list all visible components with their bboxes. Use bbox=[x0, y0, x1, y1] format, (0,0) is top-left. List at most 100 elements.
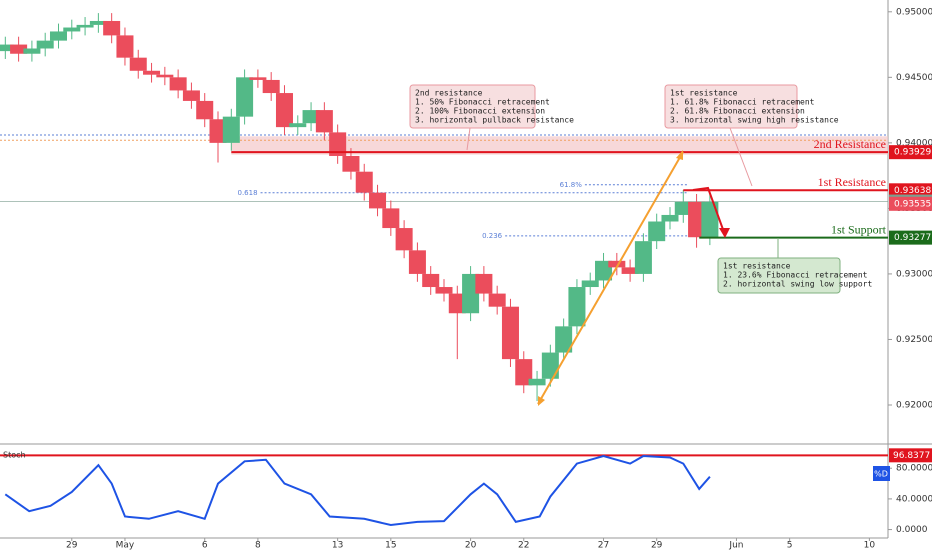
candle-body bbox=[621, 267, 639, 274]
candle-body bbox=[129, 57, 147, 71]
plot: 0.950000.945000.940000.935000.930000.925… bbox=[0, 7, 932, 550]
candle-body bbox=[382, 208, 400, 229]
stoch-tick-label: 40.0000 bbox=[896, 494, 932, 504]
candle-body bbox=[156, 74, 174, 78]
candle-body bbox=[435, 287, 453, 294]
projection-arrow bbox=[537, 151, 684, 405]
y-tick-label: 0.92500 bbox=[896, 335, 932, 345]
level-label: 1st Support bbox=[831, 222, 887, 236]
candle-body bbox=[236, 77, 254, 117]
candle-body bbox=[49, 31, 67, 41]
candle-body bbox=[528, 378, 546, 386]
level-label: 2nd Resistance bbox=[814, 137, 886, 151]
candle-body bbox=[688, 201, 706, 238]
price-label: 0.93929 bbox=[894, 148, 931, 158]
candle-body bbox=[289, 123, 307, 128]
candle-body bbox=[448, 293, 466, 314]
candle-body bbox=[182, 90, 200, 101]
price-label-box bbox=[889, 183, 932, 198]
candle-body bbox=[515, 359, 533, 386]
stoch-level-box bbox=[889, 448, 932, 463]
indicator-label: Stoch bbox=[3, 451, 26, 460]
price-label: 0.93277 bbox=[894, 233, 931, 243]
candle-body bbox=[674, 201, 692, 215]
candle-body bbox=[329, 132, 347, 156]
candle-body bbox=[595, 260, 613, 281]
annotation-box bbox=[717, 257, 841, 294]
annotation-line: 2. 61.8% Fibonacci extension bbox=[670, 107, 805, 116]
stoch-tick-label: 80.0000 bbox=[896, 464, 932, 474]
candle-body bbox=[76, 24, 94, 28]
candle-body bbox=[608, 260, 626, 268]
y-tick-label: 0.92000 bbox=[896, 400, 932, 410]
candle-body bbox=[143, 70, 161, 75]
x-tick-label: 20 bbox=[465, 541, 477, 550]
candle-body bbox=[36, 40, 54, 49]
candle-body bbox=[222, 116, 240, 143]
candle-body bbox=[422, 273, 440, 288]
candle-body bbox=[369, 192, 387, 209]
candle-body bbox=[408, 250, 426, 274]
annotation-line: 1. 23.6% Fibonacci retracement bbox=[723, 271, 868, 280]
x-tick-label: 5 bbox=[787, 541, 793, 550]
arrow-head bbox=[538, 396, 545, 406]
stoch-level-label: 96.8377 bbox=[893, 451, 930, 461]
annotation-title: 2nd resistance bbox=[415, 89, 483, 98]
candle-body bbox=[581, 280, 599, 288]
candle-body bbox=[648, 221, 666, 242]
candle-body bbox=[196, 100, 214, 120]
candle-body bbox=[169, 77, 187, 91]
price-label-box bbox=[889, 196, 932, 211]
y-tick-label: 0.94000 bbox=[896, 138, 932, 148]
candle-body bbox=[395, 228, 413, 251]
move-arrow bbox=[692, 186, 726, 236]
x-tick-label: 13 bbox=[332, 541, 343, 550]
price-label: 0.93638 bbox=[894, 186, 931, 196]
annotation-line: 2. 100% Fibonacci extension bbox=[415, 107, 545, 116]
x-tick-label: Jun bbox=[728, 541, 743, 550]
resistance-zone bbox=[231, 136, 888, 155]
candle-body bbox=[209, 119, 227, 143]
callout-pointer bbox=[466, 127, 471, 151]
candle-body bbox=[475, 273, 493, 294]
callout-pointer bbox=[729, 127, 753, 187]
candle-body bbox=[661, 214, 679, 222]
x-tick-label: 10 bbox=[864, 541, 876, 550]
x-tick-label: 6 bbox=[202, 541, 208, 550]
annotation-line: 1. 50% Fibonacci retracement bbox=[415, 98, 550, 107]
price-label: 0.93535 bbox=[894, 199, 931, 209]
candle-body bbox=[634, 241, 652, 274]
candle-body bbox=[262, 79, 280, 94]
candle-body bbox=[462, 273, 480, 314]
fib-label: 61.8% bbox=[560, 181, 583, 189]
x-tick-label: 29 bbox=[651, 541, 663, 550]
price-label-box bbox=[889, 145, 932, 160]
annotation-box bbox=[664, 84, 798, 129]
candle-body bbox=[342, 155, 360, 172]
y-tick-label: 0.94500 bbox=[896, 73, 932, 83]
x-tick-label: 15 bbox=[385, 541, 396, 550]
candle-body bbox=[63, 27, 81, 32]
annotation-line: 3. horizontal pullback resistance bbox=[415, 116, 574, 125]
fib-label: 0.236 bbox=[482, 232, 503, 240]
candle-body bbox=[116, 35, 134, 58]
x-tick-label: 22 bbox=[518, 541, 529, 550]
candle-body bbox=[302, 110, 320, 124]
y-tick-label: 0.95000 bbox=[896, 7, 932, 17]
arrow-head bbox=[719, 228, 730, 238]
candle-body bbox=[541, 352, 559, 379]
candle-body bbox=[315, 110, 333, 133]
annotation-line: 2. horizontal swing low support bbox=[723, 280, 872, 289]
fib-label: 0.618 bbox=[238, 189, 258, 197]
annotation-title: 1st resistance bbox=[670, 89, 738, 98]
annotation-title: 1st resistance bbox=[723, 262, 791, 271]
candle-body bbox=[501, 306, 519, 360]
x-tick-label: May bbox=[116, 541, 135, 550]
candle-body bbox=[10, 44, 28, 54]
stoch-line bbox=[4, 454, 711, 527]
candle-body bbox=[568, 287, 586, 327]
candle-body bbox=[89, 20, 107, 25]
annotation-line: 1. 61.8% Fibonacci retracement bbox=[670, 98, 815, 107]
candle-body bbox=[103, 20, 121, 36]
